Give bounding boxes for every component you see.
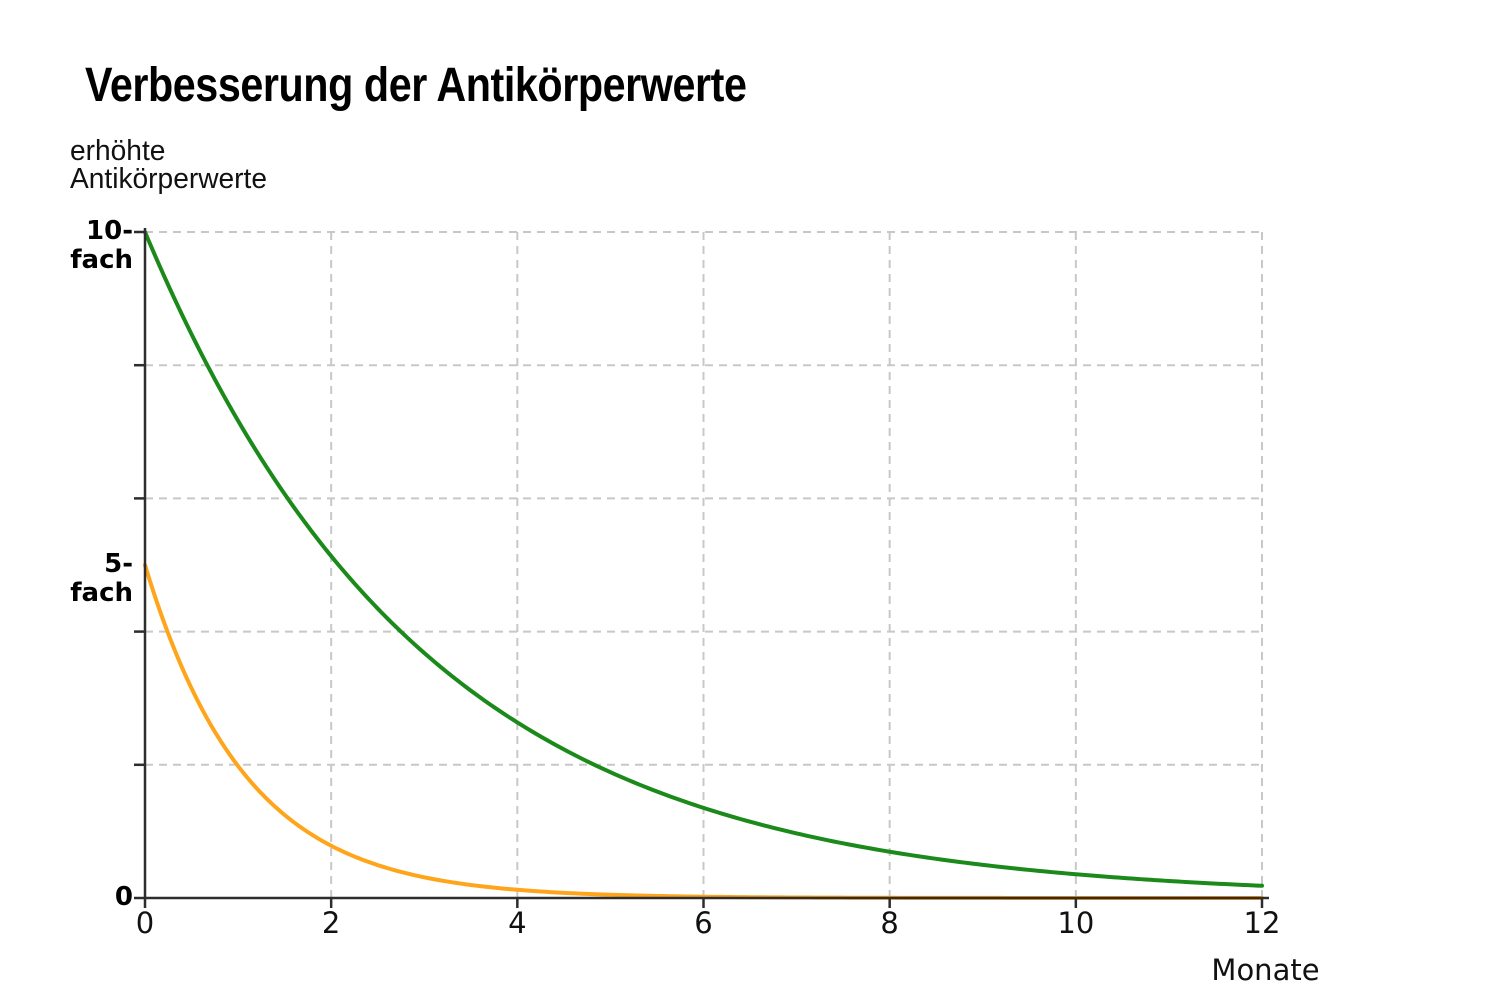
y-tick-label: 5- fach <box>70 549 133 608</box>
x-tick-label: 10 <box>1057 906 1095 940</box>
x-axis-label: Monate <box>1211 953 1320 987</box>
x-tick-label: 8 <box>880 906 899 940</box>
x-tick-label: 6 <box>694 906 713 940</box>
chart-title: Verbesserung der Antikörperwerte <box>85 59 747 112</box>
x-tick-label: 4 <box>508 906 527 940</box>
x-tick-label: 12 <box>1243 906 1281 940</box>
y-tick-label: 0 <box>114 882 133 912</box>
x-tick-label: 2 <box>321 906 341 940</box>
x-tick-label: 0 <box>135 906 155 940</box>
y-axis-label: erhöhte Antikörperwerte <box>70 135 268 195</box>
y-tick-label: 10- fach <box>70 216 133 275</box>
curve-10-fach <box>143 230 1264 888</box>
